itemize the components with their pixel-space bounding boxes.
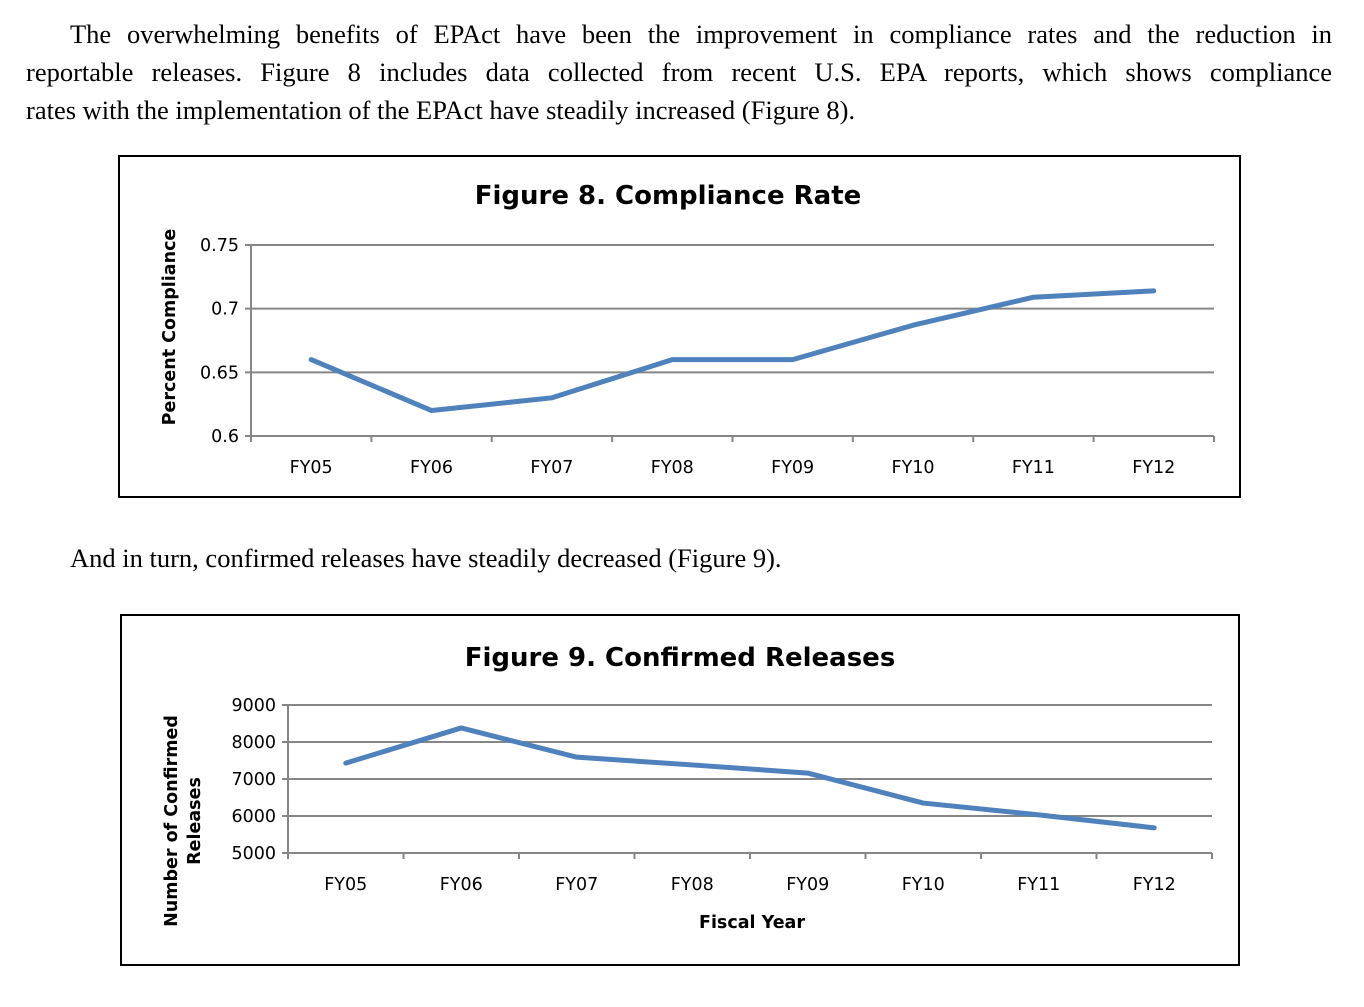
axes bbox=[287, 705, 1213, 859]
series bbox=[308, 288, 1157, 414]
x-tick-label: FY08 bbox=[651, 458, 694, 478]
x-tick-label: FY05 bbox=[324, 875, 367, 895]
y-tick-label: 0.6 bbox=[211, 427, 239, 447]
paragraph-line: rates with the implementation of the EPA… bbox=[26, 95, 856, 125]
chart-svg: Figure 8. Compliance Rate 0.6 0.65 0.7 0.75… bbox=[160, 181, 1215, 478]
figure-9-confirmed-releases-chart: Figure 9. Confirmed Releases 5000 6000 700… bbox=[120, 614, 1240, 966]
y-axis-label-line-2: Releases bbox=[185, 777, 205, 865]
x-axis-label: Fiscal Year bbox=[699, 913, 805, 933]
x-tick-label: FY08 bbox=[671, 875, 714, 895]
x-tick-label: FY05 bbox=[290, 458, 333, 478]
chart-title: Figure 8. Compliance Rate bbox=[475, 181, 862, 211]
x-tick-label: FY12 bbox=[1132, 458, 1175, 478]
intro-paragraph: The overwhelming benefits of EPAct have … bbox=[26, 15, 1332, 129]
y-tick-label: 0.7 bbox=[211, 300, 239, 320]
y-tick-labels: 0.6 0.65 0.7 0.75 bbox=[200, 236, 239, 447]
axes bbox=[250, 245, 1215, 442]
y-tick-label: 5000 bbox=[231, 844, 276, 864]
y-tick-label: 6000 bbox=[231, 807, 276, 827]
x-tick-label: FY11 bbox=[1012, 458, 1055, 478]
x-tick-label: FY06 bbox=[410, 458, 453, 478]
gridlines bbox=[282, 704, 1212, 854]
y-tick-label: 0.65 bbox=[200, 363, 239, 383]
series-line bbox=[308, 288, 1157, 414]
transition-paragraph: And in turn, confirmed releases have ste… bbox=[70, 539, 1364, 577]
y-tick-label: 8000 bbox=[231, 733, 276, 753]
series bbox=[343, 725, 1157, 831]
y-tick-labels: 5000 6000 7000 8000 9000 bbox=[231, 696, 276, 864]
x-tick-label: FY07 bbox=[555, 875, 598, 895]
x-tick-label: FY09 bbox=[771, 458, 814, 478]
x-tick-label: FY09 bbox=[786, 875, 829, 895]
paragraph-text: And in turn, confirmed releases have ste… bbox=[70, 543, 782, 573]
figure-8-compliance-rate-chart: Figure 8. Compliance Rate 0.6 0.65 0.7 0.75… bbox=[118, 155, 1241, 498]
x-tick-label: FY10 bbox=[902, 875, 945, 895]
x-tick-labels: FY05 FY06 FY07 FY08 FY09 FY10 FY11 FY12 bbox=[290, 458, 1176, 478]
gridlines bbox=[245, 244, 1214, 437]
x-tick-label: FY10 bbox=[892, 458, 935, 478]
y-axis-label: Percent Compliance bbox=[160, 229, 180, 426]
x-tick-label: FY07 bbox=[530, 458, 573, 478]
y-tick-label: 7000 bbox=[231, 770, 276, 790]
x-tick-label: FY11 bbox=[1017, 875, 1060, 895]
x-tick-label: FY12 bbox=[1133, 875, 1176, 895]
y-tick-label: 0.75 bbox=[200, 236, 239, 256]
x-tick-label: FY06 bbox=[440, 875, 483, 895]
chart-title: Figure 9. Confirmed Releases bbox=[465, 643, 896, 673]
y-axis-label-line-1: Number of Confirmed bbox=[162, 715, 182, 927]
chart-svg: Figure 9. Confirmed Releases 5000 6000 700… bbox=[162, 643, 1213, 933]
y-tick-label: 9000 bbox=[231, 696, 276, 716]
paragraph-line: reportable releases. Figure 8 includes d… bbox=[26, 57, 1332, 87]
series-line bbox=[343, 725, 1157, 831]
x-tick-labels: FY05 FY06 FY07 FY08 FY09 FY10 FY11 FY12 bbox=[324, 875, 1176, 895]
paragraph-line: The overwhelming benefits of EPAct have … bbox=[70, 19, 1332, 49]
